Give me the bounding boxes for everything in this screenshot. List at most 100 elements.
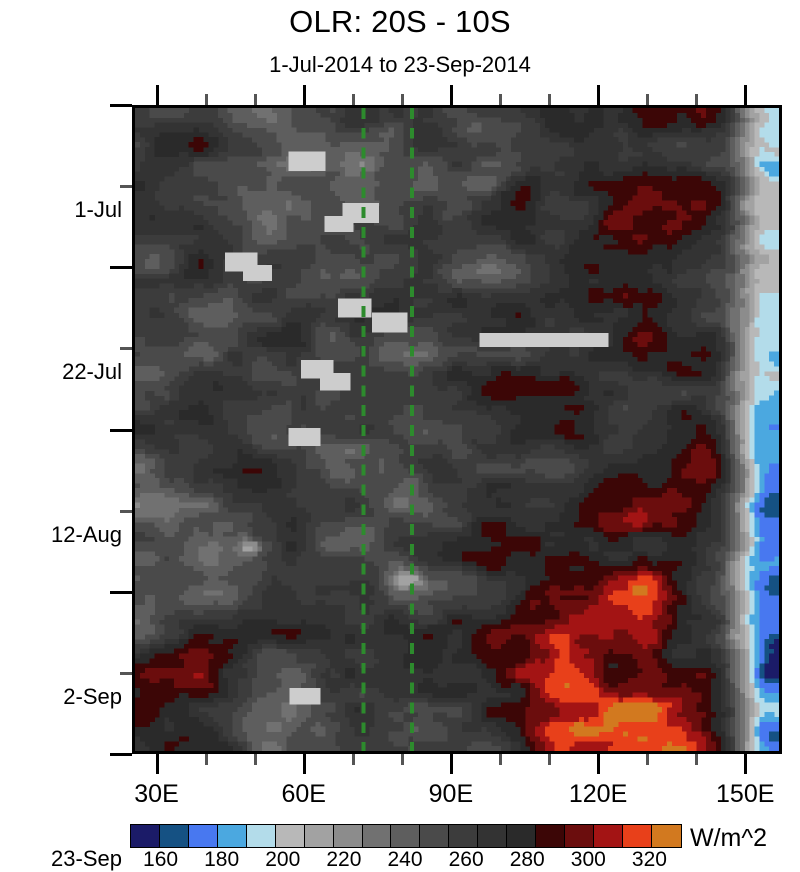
x-tick-minor-7 — [695, 754, 699, 765]
missing-data-block-11 — [289, 687, 321, 705]
colorbar[interactable] — [130, 824, 682, 848]
y-tick-major-2 — [110, 428, 132, 432]
x-tick-minor-top-5 — [547, 94, 551, 105]
colorbar-swatch-12[interactable] — [478, 825, 508, 847]
colorbar-units-label: W/m^2 — [690, 824, 768, 852]
colorbar-tick-4: 240 — [387, 848, 423, 871]
colorbar-swatch-11[interactable] — [449, 825, 479, 847]
x-tick-minor-top-0 — [204, 94, 208, 105]
colorbar-swatch-8[interactable] — [362, 825, 392, 847]
olr-contour-field — [135, 108, 779, 751]
missing-data-block-10 — [479, 333, 609, 348]
y-tick-label-4: 23-Sep — [51, 846, 122, 871]
x-tick-minor-3 — [400, 754, 404, 765]
contour-band — [135, 108, 726, 751]
x-tick-minor-5 — [547, 754, 551, 765]
missing-data-block-0 — [288, 151, 326, 172]
x-tick-label-2: 90E — [428, 780, 474, 808]
x-tick-major-top-2 — [449, 85, 453, 105]
x-tick-major-4 — [744, 754, 748, 774]
colorbar-tick-3: 220 — [326, 848, 362, 871]
x-tick-major-top-0 — [155, 85, 159, 105]
y-tick-minor-3 — [120, 671, 132, 675]
y-tick-major-3 — [110, 590, 132, 594]
page-title: OLR: 20S - 10S — [289, 4, 511, 39]
colorbar-swatch-13[interactable] — [507, 825, 537, 847]
x-tick-minor-4 — [498, 754, 502, 765]
y-tick-minor-1 — [120, 347, 132, 351]
y-tick-major-0 — [110, 104, 132, 107]
colorbar-tick-0: 160 — [143, 848, 179, 871]
contour-band — [764, 638, 779, 679]
x-tick-minor-top-6 — [646, 94, 650, 105]
colorbar-swatch-7[interactable] — [333, 825, 363, 847]
y-tick-label-1: 22-Jul — [62, 359, 122, 385]
x-tick-minor-top-2 — [351, 94, 355, 105]
colorbar-swatch-10[interactable] — [420, 825, 450, 847]
x-tick-label-0: 30E — [134, 780, 179, 808]
colorbar-tick-5: 260 — [448, 848, 484, 871]
contour-band — [564, 585, 687, 751]
colorbar-swatch-1[interactable] — [159, 825, 189, 847]
colorbar-swatch-3[interactable] — [217, 825, 247, 847]
missing-data-block-4 — [243, 264, 273, 281]
contour-band — [754, 424, 779, 751]
y-tick-major-1 — [110, 266, 132, 270]
figure-subtitle: 1-Jul-2014 to 23-Sep-2014 — [269, 52, 531, 77]
colorbar-swatch-0[interactable] — [131, 825, 160, 847]
colorbar-swatch-4[interactable] — [246, 825, 276, 847]
x-tick-minor-6 — [646, 754, 650, 765]
colorbar-swatch-5[interactable] — [275, 825, 305, 847]
contour-band — [135, 108, 736, 751]
x-tick-major-1 — [302, 754, 306, 774]
colorbar-tick-8: 320 — [631, 848, 667, 871]
colorbar-swatch-15[interactable] — [565, 825, 594, 847]
x-tick-major-3 — [597, 754, 601, 774]
hovmoller-plot-area[interactable] — [132, 105, 782, 754]
x-tick-minor-1 — [253, 754, 257, 765]
missing-data-block-6 — [371, 312, 408, 333]
contour-band — [749, 161, 779, 751]
missing-data-block-5 — [337, 298, 372, 318]
x-tick-minor-top-7 — [695, 94, 699, 105]
contour-band — [135, 108, 731, 751]
colorbar-swatch-16[interactable] — [594, 825, 623, 847]
colorbar-swatch-18[interactable] — [651, 825, 681, 847]
y-tick-label-0: 1-Jul — [74, 197, 122, 222]
contour-band — [193, 507, 707, 751]
colorbar-swatch-9[interactable] — [391, 825, 421, 847]
x-tick-major-top-3 — [597, 85, 601, 105]
x-tick-major-top-4 — [744, 85, 748, 105]
y-tick-major-4 — [110, 753, 132, 756]
y-axis-labels: 1-Jul 22-Jul 12-Aug 2-Sep 23-Sep — [0, 105, 122, 871]
colorbar-swatch-2[interactable] — [188, 825, 218, 847]
y-tick-minor-2 — [120, 509, 132, 513]
y-tick-label-2: 12-Aug — [51, 521, 122, 547]
x-tick-minor-top-3 — [400, 94, 404, 105]
colorbar-swatch-17[interactable] — [622, 825, 652, 847]
x-tick-minor-top-4 — [498, 94, 502, 105]
x-tick-major-0 — [155, 754, 159, 774]
x-tick-label-4: 150E — [716, 780, 775, 808]
missing-data-block-2 — [324, 215, 354, 233]
x-tick-minor-2 — [351, 754, 355, 765]
x-tick-label-3: 120E — [568, 780, 628, 808]
colorbar-swatch-14[interactable] — [536, 825, 566, 847]
missing-data-block-9 — [288, 428, 321, 447]
x-tick-major-top-1 — [302, 85, 306, 105]
contour-band — [135, 108, 741, 751]
colorbar-tick-6: 280 — [509, 848, 545, 871]
x-tick-label-1: 60E — [281, 780, 326, 808]
x-tick-minor-top-1 — [253, 94, 257, 105]
y-tick-label-3: 2-Sep — [63, 683, 122, 709]
contour-band — [759, 492, 779, 742]
missing-data-block-8 — [319, 372, 351, 391]
colorbar-swatch-6[interactable] — [304, 825, 334, 847]
x-tick-minor-0 — [204, 754, 208, 765]
x-tick-major-2 — [449, 754, 453, 774]
colorbar-tick-1: 180 — [204, 848, 240, 871]
colorbar-tick-7: 300 — [570, 848, 606, 871]
y-tick-minor-0 — [120, 185, 132, 189]
colorbar-tick-2: 200 — [265, 848, 301, 871]
